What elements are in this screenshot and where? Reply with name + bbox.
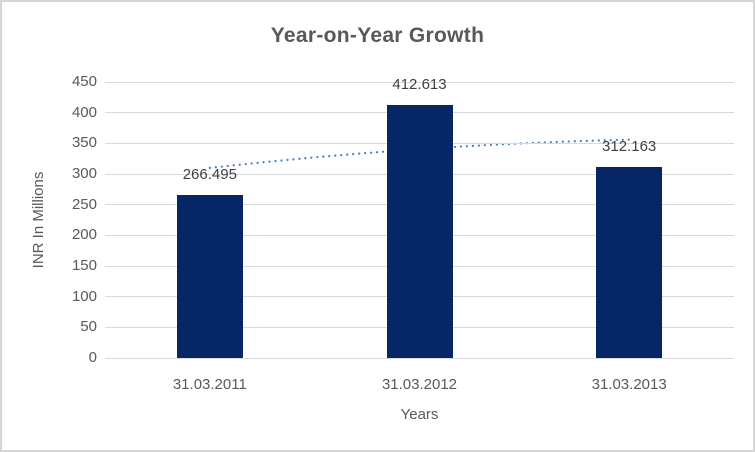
y-tick-label: 100	[71, 287, 97, 305]
y-tick-label: 250	[71, 195, 97, 213]
y-tick-label: 300	[71, 165, 97, 182]
y-gridline	[105, 81, 734, 83]
bar-data-label: 312.163	[602, 137, 657, 155]
y-tick-label: 0	[88, 349, 97, 366]
bar	[386, 104, 453, 358]
y-tick-label: 400	[71, 103, 97, 121]
y-tick-label: 450	[71, 73, 97, 90]
x-tick-label: 31.03.2012	[381, 376, 458, 393]
bar	[176, 194, 243, 358]
y-tick-label: 50	[80, 318, 97, 336]
x-axis-title: Years	[400, 406, 439, 423]
chart-title: Year-on-Year Growth	[270, 24, 485, 47]
y-tick-label: 350	[71, 134, 97, 152]
y-gridline	[105, 357, 734, 359]
y-tick-label: 200	[71, 226, 97, 244]
y-tick-label: 150	[71, 257, 97, 274]
x-tick-label: 31.03.2011	[172, 376, 247, 393]
bar-data-label: 266.495	[182, 165, 237, 183]
bar-data-label: 412.613	[392, 75, 447, 93]
bar	[596, 166, 663, 358]
x-tick-label: 31.03.2013	[591, 376, 667, 393]
